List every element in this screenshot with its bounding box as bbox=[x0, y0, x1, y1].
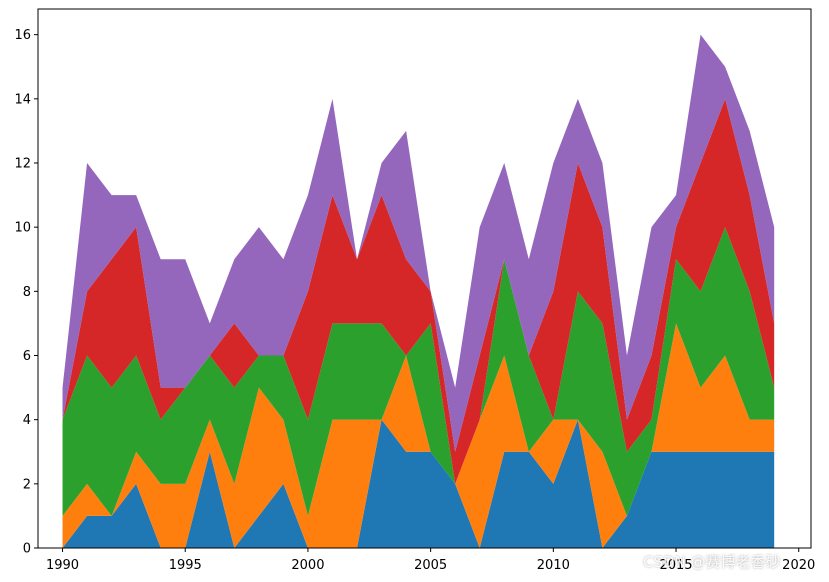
area-series-5 bbox=[62, 34, 775, 452]
area-series-4 bbox=[62, 98, 775, 484]
y-tick-label: 6 bbox=[23, 349, 31, 364]
x-tick-label: 2000 bbox=[291, 558, 324, 573]
area-series-2 bbox=[62, 323, 775, 548]
area-layers bbox=[62, 34, 775, 548]
x-tick-label: 2015 bbox=[659, 558, 692, 573]
area-series-1 bbox=[62, 419, 775, 548]
plot-frame bbox=[37, 8, 812, 549]
watermark-text: CSDN @赛博老香砂 bbox=[643, 553, 781, 571]
x-tick-label: 2010 bbox=[537, 558, 570, 573]
x-tick-label: 1990 bbox=[46, 558, 79, 573]
y-tick-label: 16 bbox=[14, 28, 31, 43]
y-tick-label: 2 bbox=[23, 477, 31, 492]
y-tick-label: 12 bbox=[14, 157, 31, 172]
area-series-3 bbox=[62, 227, 775, 516]
x-tick-label: 1995 bbox=[169, 558, 202, 573]
x-tick-label: 2020 bbox=[782, 558, 815, 573]
y-tick-label: 0 bbox=[23, 542, 31, 557]
y-tick-label: 8 bbox=[23, 285, 31, 300]
x-tick-label: 2005 bbox=[414, 558, 447, 573]
x-axis: 1990 1995 2000 2005 2010 2015 2020 bbox=[46, 548, 815, 573]
y-tick-label: 10 bbox=[14, 221, 31, 236]
y-axis: 0 2 4 6 8 10 12 14 16 bbox=[14, 28, 38, 557]
y-tick-label: 4 bbox=[23, 413, 31, 428]
y-tick-label: 14 bbox=[14, 92, 31, 107]
